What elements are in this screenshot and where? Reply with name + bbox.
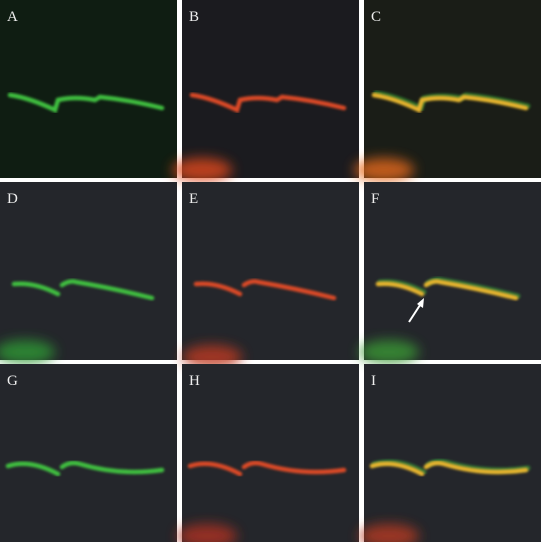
signal-blob — [172, 158, 232, 182]
panel: B — [172, 0, 359, 182]
panel-image — [364, 0, 541, 178]
panel-image — [182, 182, 359, 360]
panel-label: D — [7, 191, 18, 207]
panel-image — [0, 364, 177, 542]
filament — [187, 460, 347, 477]
signal-blob — [359, 524, 419, 542]
panel-label: E — [189, 191, 198, 207]
signal-blob — [0, 340, 55, 364]
panel: E — [182, 182, 359, 369]
filament — [189, 92, 347, 114]
panel: H — [177, 364, 359, 542]
panel-image — [0, 182, 177, 360]
signal-blob — [359, 340, 419, 364]
filament — [7, 92, 165, 114]
panel-label: F — [371, 191, 379, 207]
panel-label: B — [189, 9, 199, 25]
panel-label: C — [371, 9, 381, 25]
signal-blob — [354, 158, 414, 182]
panel-label: A — [7, 9, 18, 25]
filament — [5, 460, 165, 477]
filament — [371, 92, 529, 114]
panel: D — [0, 182, 177, 364]
filament — [11, 279, 155, 301]
panel-image — [182, 0, 359, 178]
panel-label: G — [7, 373, 18, 389]
panel: F — [359, 182, 541, 364]
panel-image — [364, 364, 541, 542]
panel-label: I — [371, 373, 376, 389]
arrow-head — [417, 298, 424, 308]
panel-image — [182, 364, 359, 542]
panel: I — [359, 364, 541, 542]
filament — [369, 460, 529, 477]
panel: C — [354, 0, 541, 182]
filament — [375, 279, 519, 301]
filament — [193, 279, 337, 301]
panel-image — [0, 0, 177, 178]
panel: A — [0, 0, 177, 178]
panel-label: H — [189, 373, 200, 389]
signal-blob — [182, 345, 242, 369]
panel-image — [364, 182, 541, 360]
signal-blob — [177, 524, 237, 542]
panel: G — [0, 364, 177, 542]
